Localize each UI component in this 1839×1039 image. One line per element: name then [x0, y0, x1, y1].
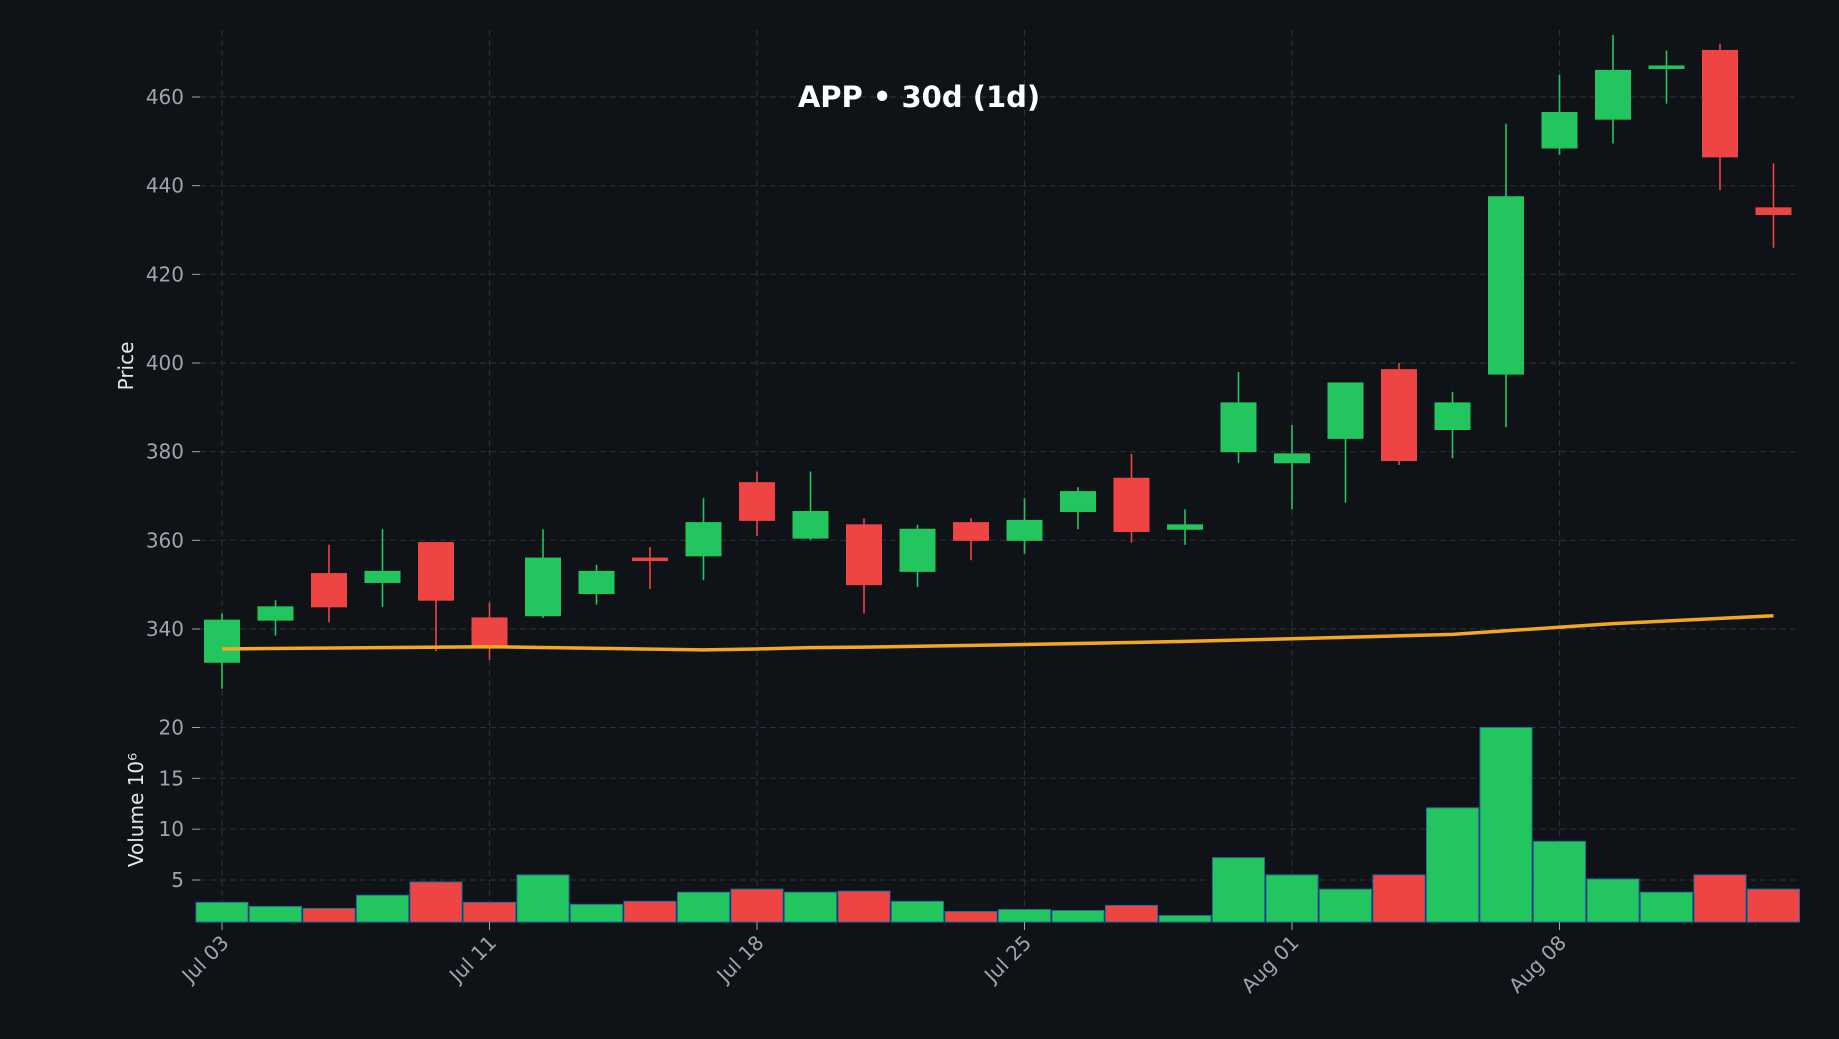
x-tick-label: Jul 11	[443, 931, 501, 989]
volume-bar	[1479, 727, 1533, 923]
moving-average	[221, 613, 1774, 652]
price-tick-label: 420	[146, 262, 184, 286]
x-tick-label: Jul 18	[711, 931, 769, 989]
price-candles	[204, 34, 1792, 689]
candle-body	[578, 570, 615, 595]
volume-bar	[356, 894, 409, 923]
x-tick-label: Aug 01	[1236, 931, 1303, 998]
volume-bar	[1533, 840, 1586, 923]
candle-body	[899, 528, 936, 572]
volume-tick-label: 10	[159, 817, 184, 841]
grid-layer	[200, 30, 1795, 922]
volume-bar	[302, 907, 356, 923]
candle-body	[525, 557, 561, 617]
volume-bar	[1319, 888, 1372, 923]
volume-bar	[891, 900, 944, 923]
chart-title: APP • 30d (1d)	[798, 80, 1040, 114]
candle-body	[739, 482, 775, 521]
candle-body	[846, 524, 882, 586]
candle-body	[1434, 402, 1471, 430]
volume-bar	[623, 900, 677, 923]
price-axis-label: Price	[114, 342, 138, 391]
volume-bar	[1105, 904, 1158, 923]
moving-average-line	[221, 613, 1774, 652]
candle-body	[1648, 65, 1685, 69]
price-tick-label: 380	[146, 440, 184, 464]
candle-body	[632, 557, 668, 562]
price-tick-label: 460	[146, 85, 184, 109]
volume-tick-label: 5	[171, 868, 184, 892]
volume-bar	[516, 874, 570, 923]
volume-bar	[1426, 807, 1479, 923]
volume-bar	[1693, 874, 1747, 923]
volume-tick-label: 20	[159, 716, 184, 740]
volume-bar	[998, 908, 1051, 923]
volume-bar	[1265, 874, 1319, 923]
price-tick-label: 400	[146, 351, 184, 375]
volume-bar	[1640, 891, 1693, 923]
price-tick-label: 340	[146, 617, 184, 641]
volume-axis-label: Volume 10⁶	[124, 753, 148, 867]
candle-body	[257, 606, 294, 621]
candle-body	[1167, 524, 1203, 530]
candle-body	[471, 617, 508, 648]
candle-body	[1541, 112, 1578, 149]
candle-body	[1274, 453, 1310, 464]
volume-bar	[677, 891, 730, 923]
volume-bar	[195, 901, 249, 923]
volume-bar	[570, 903, 623, 923]
candle-body	[1060, 491, 1096, 513]
candle-body	[311, 573, 347, 608]
candle-body	[1113, 477, 1150, 532]
volume-bar	[249, 905, 302, 923]
candle-body	[1488, 196, 1524, 375]
volume-bars	[195, 727, 1800, 923]
volume-bar	[1747, 888, 1800, 923]
candle-body	[204, 619, 240, 663]
volume-bar	[463, 901, 516, 923]
volume-tick-label: 15	[159, 766, 184, 790]
volume-bar	[1051, 910, 1105, 923]
volume-bar	[837, 890, 891, 923]
candle-body	[1327, 382, 1364, 439]
volume-bar	[409, 881, 463, 923]
candle-body	[418, 542, 454, 601]
candle-body	[1755, 207, 1792, 215]
volume-bar	[1212, 857, 1265, 923]
x-tick-label: Jul 25	[978, 931, 1036, 989]
volume-bar	[730, 888, 784, 923]
volume-bar	[1372, 874, 1426, 923]
candle-body	[792, 511, 829, 539]
candle-body	[1595, 69, 1631, 120]
price-tick-label: 440	[146, 174, 184, 198]
candle-body	[1220, 402, 1257, 453]
candle-body	[1381, 369, 1417, 462]
volume-bar	[1158, 915, 1212, 923]
x-tick-label: Jul 03	[176, 931, 234, 989]
x-tick-label: Aug 08	[1504, 931, 1571, 998]
volume-bar	[1586, 878, 1640, 923]
volume-bar	[784, 891, 837, 923]
candle-body	[1006, 519, 1043, 541]
candle-body	[364, 570, 401, 583]
candle-body	[1702, 49, 1738, 158]
candle-body	[953, 522, 989, 541]
volume-bar	[944, 911, 998, 923]
candle-body	[685, 522, 722, 557]
price-tick-label: 360	[146, 528, 184, 552]
